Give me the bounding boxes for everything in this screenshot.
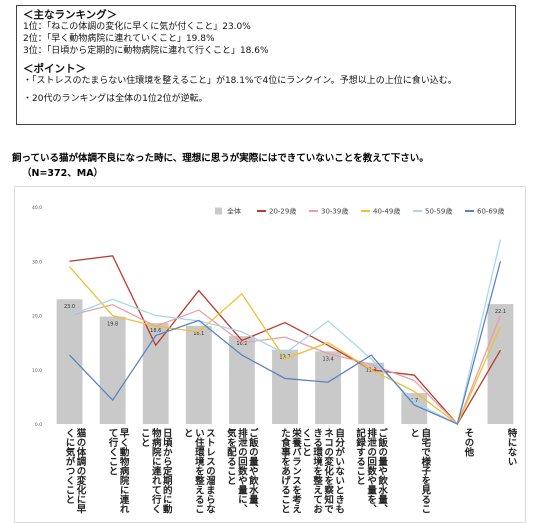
- data-label: 19.8: [107, 322, 118, 328]
- x-tick-label: 早く動物病院に連れて行くこと: [106, 428, 129, 514]
- x-tick-label: その他: [462, 428, 474, 457]
- bar: [228, 336, 255, 424]
- line: [69, 266, 502, 426]
- bar: [56, 299, 83, 424]
- x-tick-label: 自宅で様子を見ること: [408, 428, 431, 514]
- x-tick-label: ご飯の量や飲水量、排泄の回数や量に、気を配ること: [224, 428, 258, 514]
- heading: ＜主なランキング＞: [23, 9, 118, 21]
- bar: [358, 362, 385, 424]
- bar: [142, 323, 169, 424]
- data-label: 16.2: [236, 341, 247, 347]
- y-tick-label: 10.0: [32, 368, 42, 374]
- data-label: 18.6: [150, 328, 161, 334]
- bar: [272, 349, 298, 424]
- legend-label: 20-29歳: [269, 207, 296, 216]
- x-tick-label: ご飯の量や飲水量、排泄の回数や量を、記録すること: [354, 428, 388, 514]
- x-tick-label: 栄養バランスを考えた食事をあげること: [279, 428, 301, 514]
- data-label: 23.0: [64, 304, 75, 310]
- y-tick-label: 0.0: [35, 422, 42, 428]
- legend-label: 全体: [227, 207, 241, 216]
- bar: [487, 304, 514, 424]
- ranking-item: 1位：「ねこの体調の変化に早くに気が付くこと」23.0%: [23, 22, 251, 32]
- summary-box: ＜主なランキング＞ 1位：「ねこの体調の変化に早くに気が付くこと」23.0% 2…: [16, 5, 516, 125]
- legend-swatch: [215, 207, 222, 215]
- line: [69, 303, 502, 426]
- data-label: 11.3: [366, 368, 377, 374]
- x-tick-label: 特にない: [505, 428, 517, 466]
- data-label: 22.1: [495, 309, 506, 315]
- data-label: 13.7: [279, 355, 290, 361]
- y-tick-label: 30.0: [32, 259, 42, 265]
- x-tick-label: 日頃から定期的に動物病院に連れて行くこと: [138, 428, 172, 514]
- data-label: 18.1: [193, 331, 204, 337]
- heading: ＜ポイント＞: [23, 63, 86, 75]
- legend-label: 30-39歳: [321, 207, 348, 216]
- data-label: 5.7: [410, 398, 418, 404]
- line: [69, 239, 502, 425]
- y-tick-label: 40.0: [32, 205, 42, 211]
- x-tick-label: ストレスの溜まらない住環境を整えること: [181, 428, 215, 514]
- data-label: 13.4: [323, 356, 334, 362]
- bar: [185, 325, 212, 424]
- ranking-item: 3位：「日頃から定期的に動物病院に連れて行くこと」18.6%: [23, 46, 269, 56]
- legend-label: 40-49歳: [373, 207, 400, 216]
- chart-title: 飼っている猫が体調不良になった時に、理想に思うが実際にはできていないことを教えて…: [12, 153, 429, 164]
- point-item: ・20代のランキングは全体の1位2位が逆転。: [23, 94, 208, 104]
- chart-subtitle: （N=372、MA）: [22, 168, 104, 179]
- line: [69, 255, 502, 426]
- x-tick-label: 猫の体調の変化に早くに気がつくこと: [63, 428, 86, 514]
- legend-label: 60-69歳: [477, 207, 504, 216]
- bar: [99, 316, 126, 424]
- legend-label: 50-59歳: [425, 207, 452, 216]
- ranking-item: 2位：「早く動物病院に連れていくこと」19.8%: [23, 34, 215, 44]
- line: [69, 261, 502, 425]
- y-tick-label: 20.0: [32, 314, 42, 320]
- bar: [315, 351, 342, 424]
- point-item: ・「ストレスのたまらない住環境を整えること」が18.1%で4位にランクイン。予想…: [23, 76, 457, 86]
- x-tick-label: 自分がいないときもネコの変化を察知できる環境を整えておくこと: [300, 428, 345, 514]
